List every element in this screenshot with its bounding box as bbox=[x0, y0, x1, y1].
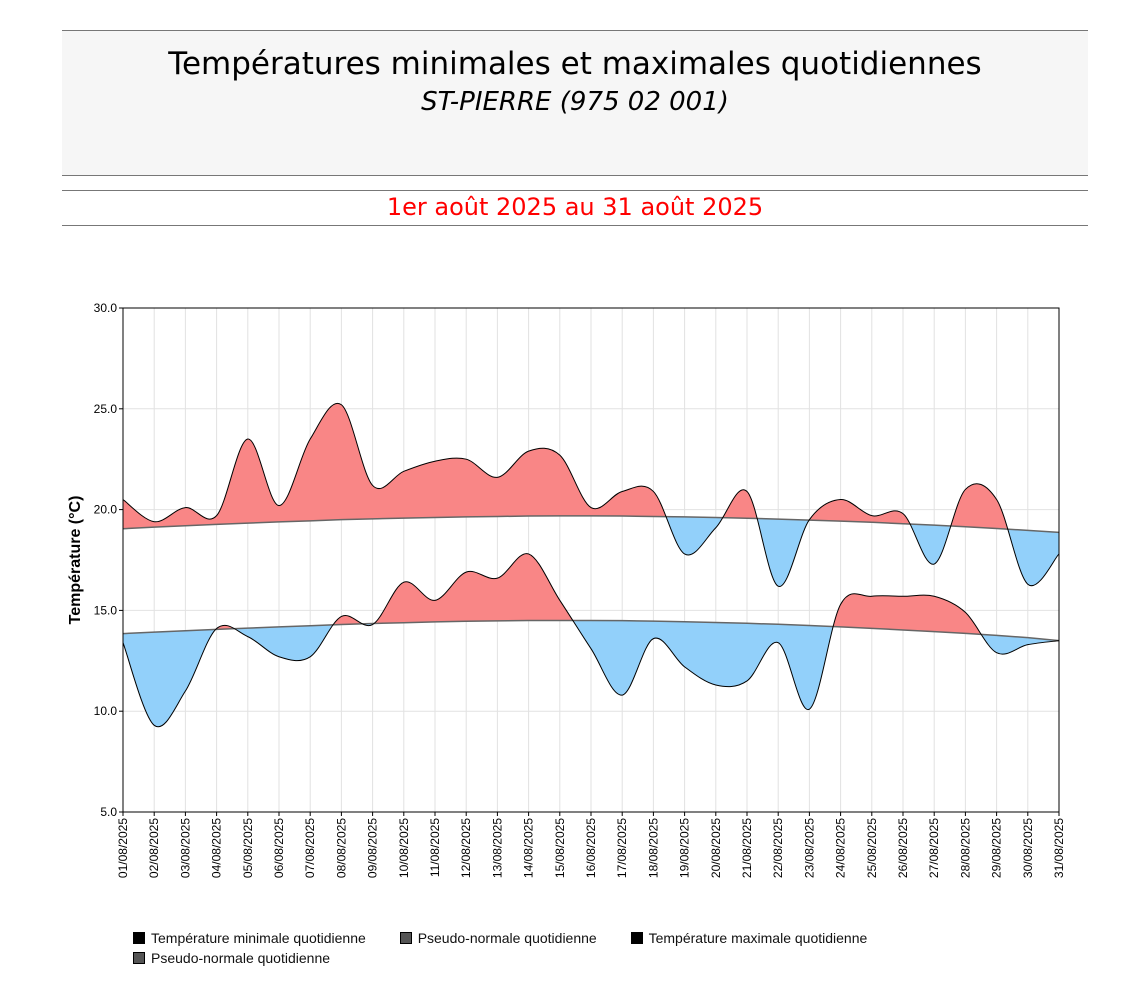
legend-item-normal-min: Pseudo-normale quotidienne bbox=[399, 928, 597, 948]
legend-swatch bbox=[133, 932, 145, 944]
y-axis-label: Température (°C) bbox=[67, 496, 84, 625]
x-tick-label: 10/08/2025 bbox=[397, 818, 411, 878]
normal-line bbox=[122, 619, 1060, 642]
x-tick-label: 23/08/2025 bbox=[802, 818, 816, 878]
header-panel: Températures minimales et maximales quot… bbox=[62, 30, 1088, 176]
x-tick-label: 13/08/2025 bbox=[490, 818, 504, 878]
x-tick-label: 14/08/2025 bbox=[522, 818, 536, 878]
normal-line bbox=[122, 515, 1060, 534]
chart-title: Températures minimales et maximales quot… bbox=[168, 46, 982, 82]
x-tick-label: 03/08/2025 bbox=[178, 818, 192, 878]
period-label: 1er août 2025 au 31 août 2025 bbox=[62, 190, 1088, 226]
legend: Température minimale quotidienne Pseudo-… bbox=[133, 928, 1033, 968]
station-name: ST-PIERRE (975 02 001) bbox=[421, 87, 729, 117]
x-tick-label: 09/08/2025 bbox=[366, 818, 380, 878]
y-tick-label: 30.0 bbox=[94, 301, 118, 315]
x-tick-label: 24/08/2025 bbox=[834, 818, 848, 878]
legend-swatch bbox=[133, 952, 145, 964]
y-tick-label: 20.0 bbox=[94, 503, 118, 517]
y-tick-label: 15.0 bbox=[94, 603, 118, 617]
legend-swatch bbox=[630, 932, 643, 944]
x-tick-label: 02/08/2025 bbox=[147, 818, 161, 878]
legend-item-min: Température minimale quotidienne bbox=[133, 928, 366, 948]
x-tick-label: 07/08/2025 bbox=[303, 818, 317, 878]
x-tick-label: 04/08/2025 bbox=[210, 818, 224, 878]
y-tick-label: 10.0 bbox=[94, 704, 118, 718]
y-tick-label: 5.0 bbox=[100, 805, 117, 819]
x-tick-label: 05/08/2025 bbox=[241, 818, 255, 878]
x-tick-label: 25/08/2025 bbox=[865, 818, 879, 878]
plot-frame bbox=[122, 307, 1060, 813]
x-tick-label: 06/08/2025 bbox=[272, 818, 286, 878]
legend-swatch bbox=[399, 932, 412, 944]
x-tick-label: 11/08/2025 bbox=[428, 818, 442, 877]
x-tick-label: 30/08/2025 bbox=[1021, 818, 1035, 878]
x-tick-label: 22/08/2025 bbox=[771, 818, 785, 878]
legend-item-max: Température maximale quotidienne bbox=[630, 928, 867, 948]
y-tick-label: 25.0 bbox=[94, 402, 118, 416]
x-tick-label: 29/08/2025 bbox=[990, 818, 1004, 878]
min-temp-line bbox=[122, 553, 1060, 728]
x-tick-label: 21/08/2025 bbox=[740, 818, 754, 878]
below-normal-area bbox=[123, 620, 1059, 727]
x-tick-label: 16/08/2025 bbox=[584, 818, 598, 878]
x-tick-label: 01/08/2025 bbox=[116, 818, 130, 878]
x-tick-label: 20/08/2025 bbox=[709, 818, 723, 878]
x-tick-label: 08/08/2025 bbox=[334, 818, 348, 878]
x-tick-label: 31/08/2025 bbox=[1052, 818, 1066, 878]
legend-item-normal-max: Pseudo-normale quotidienne bbox=[133, 948, 330, 968]
x-tick-label: 19/08/2025 bbox=[678, 818, 692, 878]
max-temp-line bbox=[122, 402, 1060, 587]
x-tick-label: 17/08/2025 bbox=[615, 818, 629, 878]
x-tick-label: 18/08/2025 bbox=[646, 818, 660, 878]
x-tick-label: 15/08/2025 bbox=[553, 818, 567, 878]
x-tick-label: 27/08/2025 bbox=[927, 818, 941, 878]
x-tick-label: 12/08/2025 bbox=[459, 818, 473, 878]
x-tick-label: 28/08/2025 bbox=[958, 818, 972, 878]
above-normal-area bbox=[123, 403, 1059, 533]
x-tick-label: 26/08/2025 bbox=[896, 818, 910, 878]
